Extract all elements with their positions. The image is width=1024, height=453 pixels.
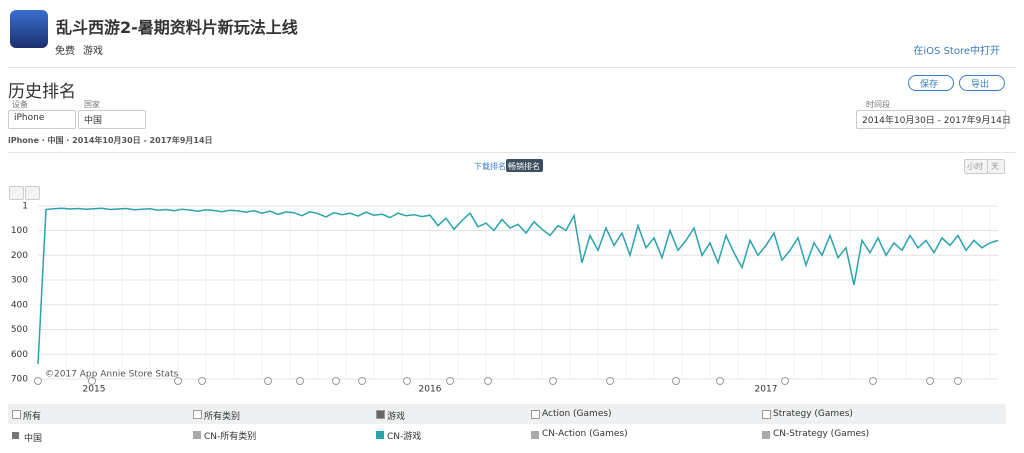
breadcrumb: iPhone · 中国 · 2014年10月30日 - 2017年9月14日 — [8, 136, 213, 145]
reset-zoom[interactable] — [9, 186, 24, 200]
chart-credit: ©2017 App Annie Store Stats — [45, 370, 179, 380]
separator — [8, 67, 1016, 68]
tab-active[interactable] — [506, 159, 543, 172]
event-marker — [88, 377, 96, 385]
event-marker — [446, 377, 454, 385]
legend-swatch — [762, 431, 770, 439]
checkbox[interactable] — [193, 410, 202, 419]
app-icon — [10, 10, 48, 48]
app-title: 乱斗西游2-暑期资料片新玩法上线 — [56, 18, 298, 37]
event-marker — [264, 377, 272, 385]
checkbox[interactable] — [762, 410, 771, 419]
legend-item: CN-Strategy (Games) — [773, 429, 870, 439]
x-tick-label: 2017 — [755, 385, 778, 395]
line-series — [37, 207, 999, 365]
save-label[interactable]: 保存 — [920, 80, 939, 90]
y-tick-label: 300 — [11, 276, 28, 286]
device-value[interactable]: iPhone — [14, 113, 45, 123]
period-select[interactable] — [856, 110, 1006, 129]
legend-item: CN-Action (Games) — [542, 429, 628, 439]
legend-header: Strategy (Games) — [773, 409, 853, 419]
event-marker — [926, 377, 934, 385]
event-marker — [549, 377, 557, 385]
event-marker — [358, 377, 366, 385]
tab[interactable]: 畅销排名 — [508, 162, 540, 171]
tab[interactable]: 下载排名 — [474, 162, 506, 171]
event-marker — [954, 377, 962, 385]
device-select[interactable] — [8, 110, 76, 129]
country-value[interactable]: 中国 — [84, 116, 103, 126]
country-label: 国家 — [84, 100, 100, 109]
separator — [8, 152, 1016, 153]
legend-header: Action (Games) — [542, 409, 612, 419]
section-title: 历史排名 — [8, 82, 76, 102]
y-tick-label: 400 — [11, 300, 28, 310]
y-tick-label: 600 — [11, 350, 28, 360]
price: 免费 — [55, 46, 75, 57]
event-marker — [484, 377, 492, 385]
legend-item: CN-游戏 — [387, 432, 422, 442]
period-value[interactable]: 2014年10月30日 - 2017年9月14日 — [862, 116, 1011, 126]
y-tick-label: 200 — [11, 251, 28, 261]
hour-label[interactable]: 小时 — [967, 162, 983, 171]
event-marker — [672, 377, 680, 385]
legend-country: 中国 — [24, 434, 43, 444]
legend-header: 所有类别 — [204, 412, 241, 422]
legend-item: CN-所有类别 — [204, 432, 257, 442]
legend-header: 游戏 — [387, 412, 406, 422]
export-label[interactable]: 导出 — [971, 80, 990, 90]
period-label: 时间段 — [866, 100, 890, 109]
legend-header: 所有 — [23, 412, 42, 422]
event-marker — [174, 377, 182, 385]
event-marker — [198, 377, 206, 385]
legend-swatch — [531, 431, 539, 439]
event-marker — [606, 377, 614, 385]
legend-table — [8, 404, 1006, 424]
zoom[interactable] — [25, 186, 40, 200]
x-tick-label: 2015 — [83, 385, 106, 395]
y-tick-label: 700 — [11, 375, 28, 385]
chart: 2017 2016 2015 700 600 500 400 300 200 100 1 ©2017… — [11, 202, 999, 395]
save-button[interactable] — [908, 75, 954, 91]
device-label: 设备 — [12, 100, 28, 109]
day-label[interactable]: 天 — [991, 162, 999, 171]
day-button[interactable] — [987, 159, 1005, 174]
export-button[interactable] — [959, 75, 1005, 91]
event-marker — [869, 377, 877, 385]
event-marker — [332, 377, 340, 385]
country-toggle — [12, 432, 19, 439]
x-tick-label: 2016 — [419, 385, 442, 395]
store-link[interactable]: 在iOS Store中打开 — [913, 46, 1000, 57]
event-marker — [296, 377, 304, 385]
checkbox[interactable] — [376, 410, 385, 419]
event-marker — [34, 377, 42, 385]
checkbox[interactable] — [12, 410, 21, 419]
event-marker — [716, 377, 724, 385]
y-tick-label: 1 — [22, 202, 28, 212]
legend-swatch — [193, 431, 201, 439]
category: 游戏 — [83, 46, 103, 57]
country-select[interactable] — [78, 110, 146, 129]
event-marker — [403, 377, 411, 385]
event-marker — [781, 377, 789, 385]
y-tick-label: 100 — [11, 226, 28, 236]
checkbox[interactable] — [531, 410, 540, 419]
legend-swatch — [376, 431, 384, 439]
y-tick-label: 500 — [11, 325, 28, 335]
